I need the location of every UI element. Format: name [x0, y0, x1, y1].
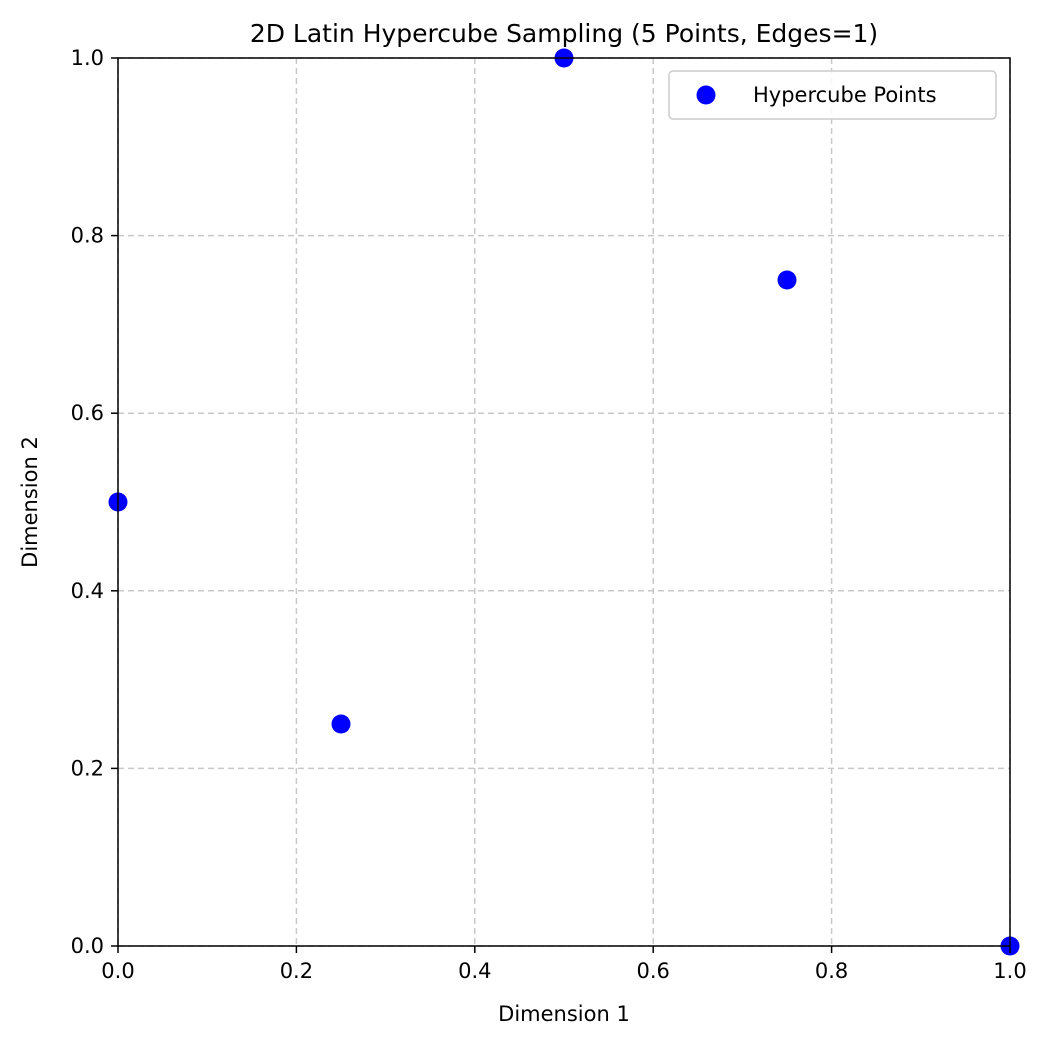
x-tick-label: 0.8	[815, 959, 848, 983]
plot-frame	[117, 57, 1011, 947]
x-tick-label: 0.0	[101, 959, 134, 983]
y-tick-label: 0.4	[71, 579, 104, 603]
x-tick-label: 0.2	[280, 959, 313, 983]
y-tick-label: 0.8	[71, 224, 104, 248]
legend-box	[668, 70, 997, 120]
legend-marker	[696, 85, 716, 105]
y-tick-label: 1.0	[71, 46, 104, 70]
x-tick-label: 1.0	[993, 959, 1026, 983]
x-tick-label: 0.4	[458, 959, 491, 983]
legend: Hypercube Points	[668, 70, 997, 120]
y-tick-label: 0.0	[71, 934, 104, 958]
y-tick-label: 0.2	[71, 756, 104, 780]
data-point	[331, 714, 351, 734]
data-point	[777, 270, 797, 290]
axis-ticks: 0.0 0.2 0.4 0.6 0.8 1.0 0.0 0.2 0.4 0.6 0.8 1.0	[71, 46, 1027, 983]
y-tick-label: 0.6	[71, 401, 104, 425]
grid	[117, 57, 1011, 947]
chart-title: 2D Latin Hypercube Sampling (5 Points, E…	[250, 19, 878, 48]
data-points	[108, 48, 1020, 956]
x-tick-label: 0.6	[636, 959, 669, 983]
legend-label: Hypercube Points	[753, 83, 937, 107]
y-axis-label: Dimension 2	[18, 436, 42, 568]
x-axis-label: Dimension 1	[498, 1002, 630, 1026]
